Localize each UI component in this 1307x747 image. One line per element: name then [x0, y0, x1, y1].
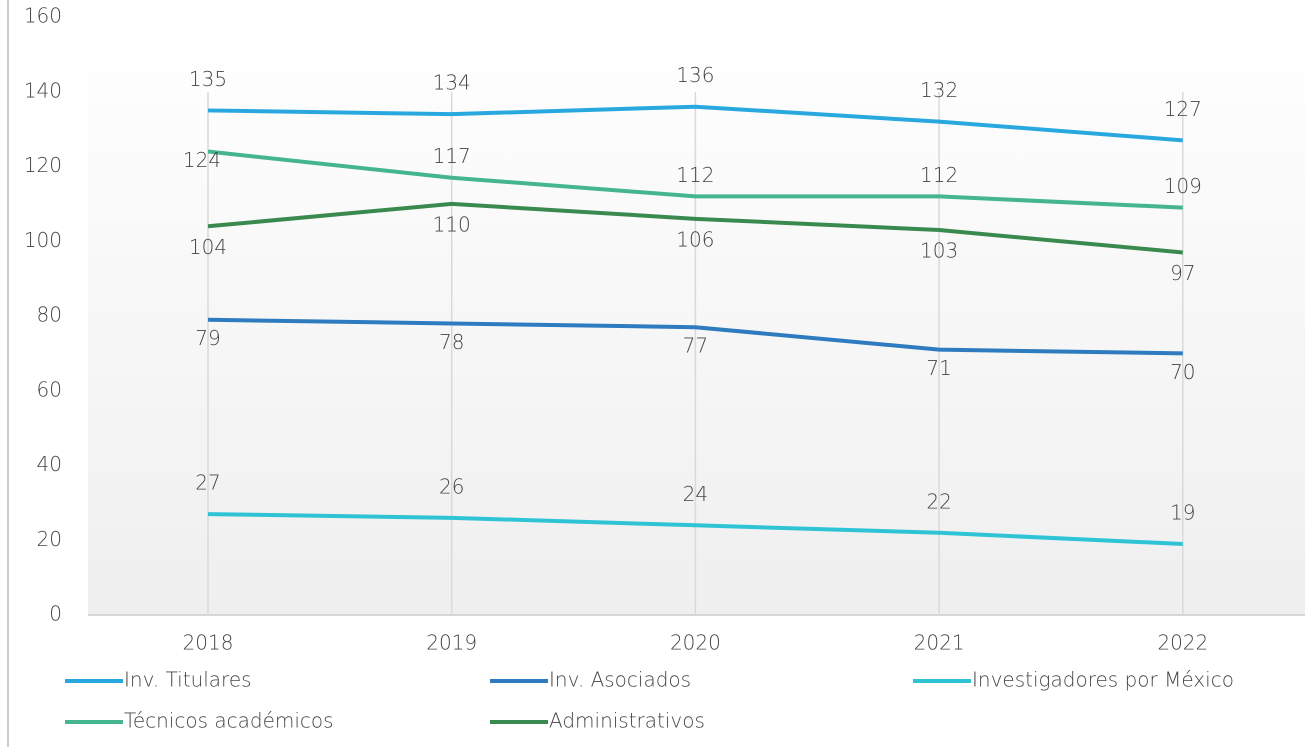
series-line	[207, 317, 1183, 356]
x-tick-label: 2021	[914, 631, 965, 655]
data-label: 22	[926, 489, 951, 513]
data-label: 79	[195, 326, 220, 350]
x-tick-label: 2019	[426, 631, 477, 655]
legend-label: Inv. Titulares	[124, 668, 252, 692]
legend-label: Administrativos	[549, 709, 705, 733]
series-line	[207, 149, 1183, 210]
y-tick-label: 160	[24, 4, 62, 28]
data-label: 136	[676, 63, 714, 87]
data-label: 24	[683, 482, 708, 506]
data-label: 109	[1164, 174, 1202, 198]
y-tick-label: 140	[24, 78, 62, 102]
x-tick-label: 2020	[670, 631, 721, 655]
series-line	[207, 201, 1183, 255]
data-label: 77	[683, 334, 708, 358]
data-label: 134	[433, 71, 471, 95]
data-label: 104	[189, 235, 227, 259]
legend-label: Inv. Asociados	[549, 668, 691, 692]
data-label: 135	[189, 67, 227, 91]
data-label: 110	[433, 212, 471, 236]
x-tick-label: 2018	[183, 631, 234, 655]
data-label: 78	[439, 330, 464, 354]
series-line	[207, 512, 1183, 546]
data-label: 103	[920, 239, 958, 263]
data-label: 112	[676, 163, 714, 187]
legend-label: Investigadores por México	[972, 668, 1234, 692]
legend-label: Técnicos académicos	[124, 709, 334, 733]
data-label: 27	[195, 471, 220, 495]
y-tick-label: 120	[24, 153, 62, 177]
data-label: 70	[1170, 360, 1195, 384]
y-tick-label: 40	[37, 452, 62, 476]
y-tick-label: 100	[24, 228, 62, 252]
data-label: 106	[676, 227, 714, 251]
series-line	[207, 104, 1183, 143]
x-tick-label: 2022	[1157, 631, 1208, 655]
data-label: 26	[439, 474, 464, 498]
data-label: 97	[1170, 261, 1195, 285]
y-tick-label: 20	[37, 527, 62, 551]
data-label: 127	[1164, 97, 1202, 121]
data-label: 112	[920, 163, 958, 187]
data-label: 117	[433, 144, 471, 168]
y-tick-label: 80	[37, 303, 62, 327]
data-label: 124	[183, 148, 221, 172]
y-tick-label: 60	[37, 377, 62, 401]
y-tick-label: 0	[49, 602, 62, 626]
data-label: 132	[920, 78, 958, 102]
data-label: 19	[1170, 500, 1195, 524]
data-label: 71	[926, 356, 951, 380]
